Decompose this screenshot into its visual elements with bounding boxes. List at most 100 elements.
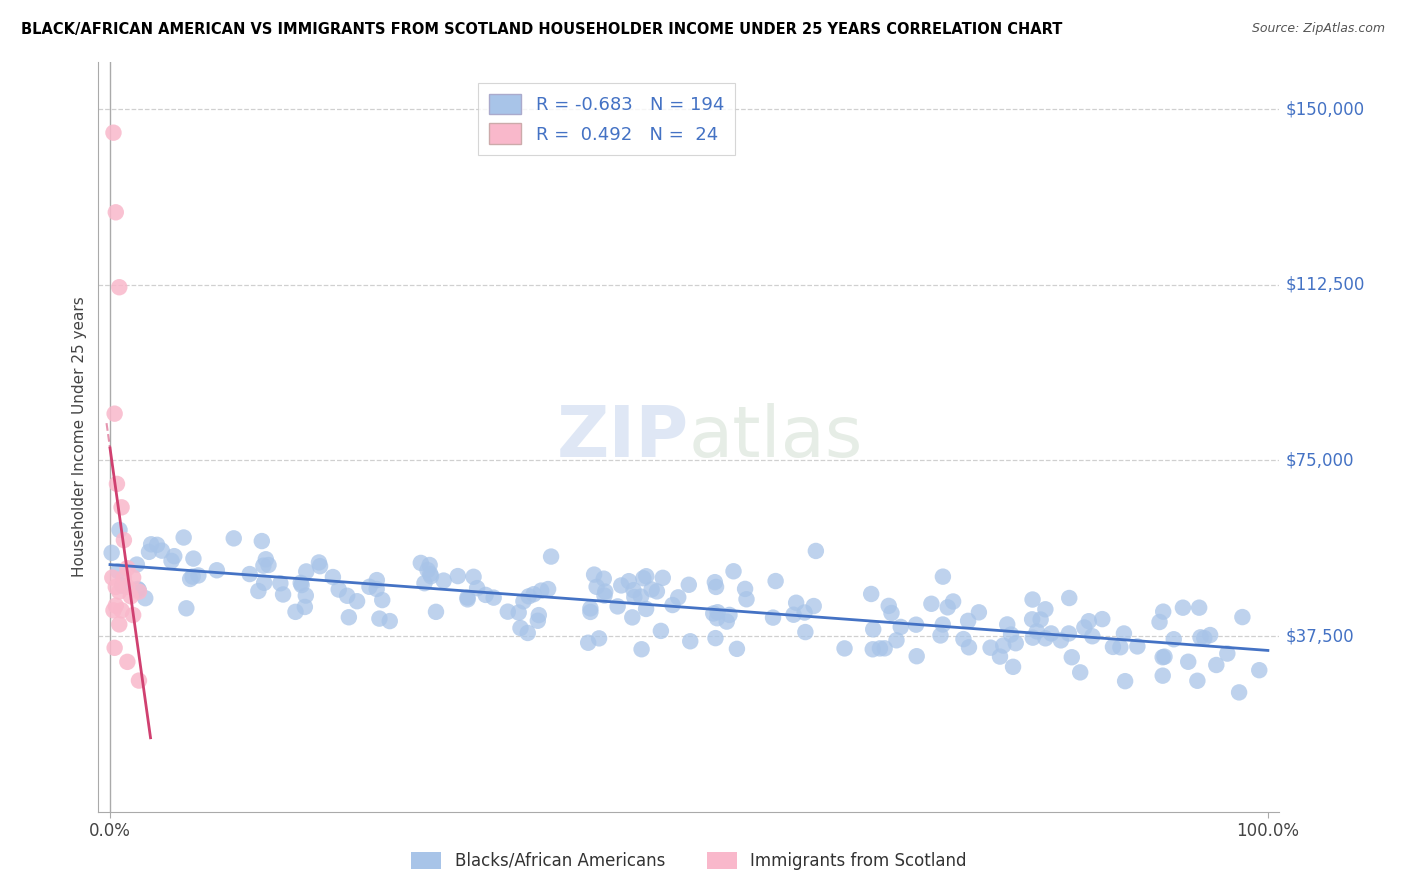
Point bbox=[617, 574, 640, 589]
Text: atlas: atlas bbox=[689, 402, 863, 472]
Point bbox=[456, 591, 478, 605]
Point bbox=[425, 605, 447, 619]
Point bbox=[1199, 628, 1222, 642]
Point bbox=[967, 605, 990, 619]
Point bbox=[183, 551, 205, 566]
Text: Source: ZipAtlas.com: Source: ZipAtlas.com bbox=[1251, 22, 1385, 36]
Point bbox=[420, 569, 443, 583]
Point bbox=[122, 571, 145, 585]
Point bbox=[146, 538, 169, 552]
Point bbox=[1022, 631, 1045, 645]
Point bbox=[105, 476, 128, 491]
Point bbox=[650, 624, 672, 638]
Point bbox=[666, 591, 689, 605]
Text: $37,500: $37,500 bbox=[1285, 627, 1354, 645]
Point bbox=[1171, 600, 1194, 615]
Point bbox=[834, 641, 856, 656]
Point bbox=[128, 673, 150, 688]
Point bbox=[785, 596, 807, 610]
Point bbox=[1000, 627, 1022, 641]
Point bbox=[1021, 612, 1043, 626]
Point bbox=[862, 642, 884, 657]
Point bbox=[509, 621, 531, 635]
Point bbox=[765, 574, 787, 588]
Point bbox=[419, 566, 441, 581]
Point bbox=[957, 614, 980, 628]
Point bbox=[576, 636, 599, 650]
Point bbox=[371, 593, 394, 607]
Point bbox=[633, 571, 655, 585]
Point bbox=[1040, 626, 1063, 640]
Point bbox=[993, 639, 1015, 653]
Point bbox=[104, 580, 127, 594]
Point bbox=[1025, 624, 1047, 639]
Point bbox=[112, 571, 135, 585]
Point bbox=[108, 523, 131, 537]
Point bbox=[465, 581, 488, 595]
Point bbox=[623, 590, 645, 604]
Point bbox=[117, 580, 139, 594]
Point bbox=[290, 575, 312, 590]
Legend: Blacks/African Americans, Immigrants from Scotland: Blacks/African Americans, Immigrants fro… bbox=[404, 844, 974, 879]
Point bbox=[127, 582, 149, 596]
Point bbox=[419, 558, 441, 572]
Point bbox=[523, 587, 546, 601]
Point bbox=[593, 589, 616, 603]
Point bbox=[877, 599, 900, 613]
Point bbox=[606, 599, 628, 614]
Point bbox=[447, 569, 470, 583]
Point bbox=[120, 590, 142, 604]
Point bbox=[1205, 658, 1227, 673]
Text: BLACK/AFRICAN AMERICAN VS IMMIGRANTS FROM SCOTLAND HOUSEHOLDER INCOME UNDER 25 Y: BLACK/AFRICAN AMERICAN VS IMMIGRANTS FRO… bbox=[21, 22, 1063, 37]
Point bbox=[413, 576, 436, 591]
Point bbox=[252, 558, 274, 573]
Point bbox=[222, 532, 245, 546]
Point bbox=[725, 641, 748, 656]
Point bbox=[108, 280, 131, 294]
Point bbox=[103, 603, 125, 617]
Point bbox=[1035, 632, 1057, 646]
Point bbox=[1152, 668, 1174, 682]
Point bbox=[104, 205, 127, 219]
Point bbox=[540, 549, 562, 564]
Point bbox=[368, 612, 391, 626]
Point bbox=[103, 126, 125, 140]
Point bbox=[1152, 650, 1174, 665]
Point bbox=[100, 546, 122, 560]
Point bbox=[1002, 660, 1025, 674]
Point bbox=[482, 591, 505, 605]
Point bbox=[869, 641, 891, 656]
Point bbox=[1114, 674, 1136, 689]
Point bbox=[1153, 649, 1175, 664]
Point bbox=[181, 569, 204, 583]
Point bbox=[108, 584, 131, 599]
Point bbox=[1163, 632, 1185, 647]
Point bbox=[706, 611, 728, 625]
Point bbox=[886, 633, 908, 648]
Point bbox=[651, 571, 673, 585]
Point bbox=[337, 610, 360, 624]
Point bbox=[104, 640, 127, 655]
Point bbox=[205, 563, 228, 577]
Point bbox=[640, 582, 662, 597]
Point bbox=[1189, 630, 1212, 644]
Point bbox=[621, 610, 644, 624]
Point bbox=[294, 599, 316, 614]
Point bbox=[474, 588, 496, 602]
Point bbox=[995, 617, 1018, 632]
Point bbox=[1102, 640, 1125, 654]
Point bbox=[1177, 655, 1199, 669]
Point bbox=[920, 597, 942, 611]
Point bbox=[942, 594, 965, 608]
Point bbox=[516, 626, 538, 640]
Point bbox=[366, 573, 388, 587]
Point bbox=[1188, 600, 1211, 615]
Point bbox=[718, 607, 741, 622]
Point bbox=[704, 580, 727, 594]
Point bbox=[583, 567, 606, 582]
Point bbox=[932, 617, 955, 632]
Point bbox=[366, 582, 388, 596]
Text: $112,500: $112,500 bbox=[1285, 276, 1365, 293]
Point bbox=[138, 545, 160, 559]
Point bbox=[703, 575, 725, 590]
